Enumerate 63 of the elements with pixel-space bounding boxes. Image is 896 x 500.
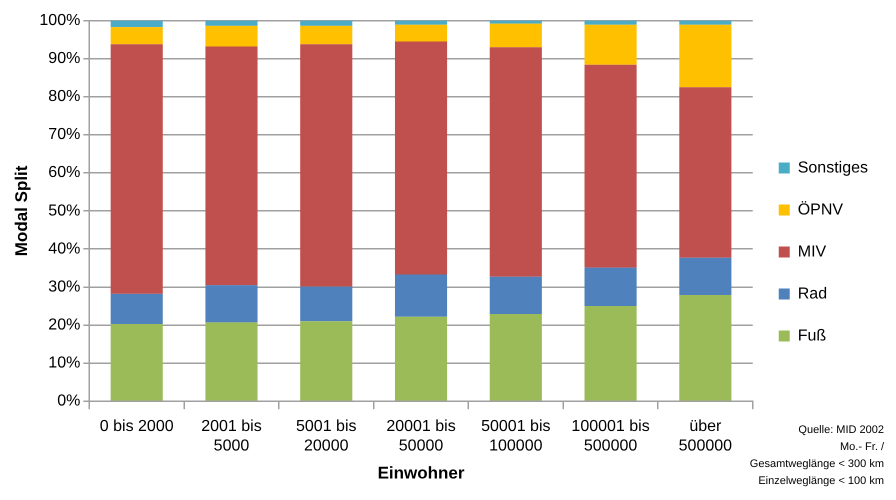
bar xyxy=(490,47,542,277)
bar xyxy=(205,20,258,26)
bar xyxy=(394,42,448,274)
legend-label: Rad xyxy=(798,285,828,302)
x-tick-label: 50001 bis 100000 xyxy=(481,418,550,454)
bar xyxy=(584,20,637,25)
x-tick-label: 0 bis 2000 xyxy=(100,418,174,436)
y-tick-label: 80% xyxy=(48,88,80,106)
x-tick-label: 20001 bis 50000 xyxy=(386,418,456,454)
bar xyxy=(584,24,637,65)
y-tick-label: 20% xyxy=(48,316,80,334)
y-tick-label: 90% xyxy=(48,50,80,68)
bar xyxy=(110,324,163,400)
source-note: Quelle: MID 2002 xyxy=(797,423,884,438)
bar xyxy=(300,26,352,44)
bar xyxy=(300,321,352,400)
text: Mo.- Fr. / xyxy=(839,440,884,455)
x-tick-label: 5001 bis 20000 xyxy=(296,418,357,454)
y-tick-label: 30% xyxy=(48,278,80,296)
bar xyxy=(490,24,542,48)
legend-label: ÖPNV xyxy=(798,200,844,218)
bar xyxy=(300,20,352,26)
text: Gesamtweglänge < 300 km xyxy=(750,457,884,472)
bar xyxy=(205,322,258,400)
bar xyxy=(110,294,163,324)
bar xyxy=(394,274,448,317)
bar xyxy=(394,316,448,400)
bar xyxy=(584,306,637,400)
bar xyxy=(300,286,352,322)
legend-label: Sonstiges xyxy=(798,159,868,176)
x-tick-label: 100001 bis 500000 xyxy=(571,418,650,454)
y-tick-label: 100% xyxy=(39,12,80,30)
y-tick-label: 0% xyxy=(57,392,80,410)
bar xyxy=(679,87,732,258)
legend-label: MIV xyxy=(798,243,827,260)
bar xyxy=(490,276,542,314)
bar xyxy=(110,27,163,44)
text: Einzelweglänge < 100 km xyxy=(757,474,884,489)
y-tick-label: 10% xyxy=(48,354,80,372)
y-tick-label: 40% xyxy=(48,240,80,258)
x-axis-title: Einwohner xyxy=(378,463,465,482)
bar xyxy=(205,285,258,322)
x-tick-label: 2001 bis 5000 xyxy=(201,418,262,454)
y-tick-label: 70% xyxy=(48,126,80,144)
bar xyxy=(300,44,352,287)
bar xyxy=(679,20,732,25)
bar xyxy=(110,20,163,28)
bar xyxy=(110,44,163,294)
legend-label: Fuß xyxy=(798,327,826,344)
bar xyxy=(394,20,448,25)
bar xyxy=(490,314,542,400)
bar xyxy=(394,24,448,42)
y-tick-label: 50% xyxy=(48,202,80,220)
y-axis-title: Modal Split xyxy=(12,165,31,256)
bar xyxy=(679,258,732,296)
bar xyxy=(205,46,258,286)
bar xyxy=(584,268,637,306)
bar xyxy=(679,295,732,400)
bar xyxy=(205,26,258,46)
bar xyxy=(679,24,732,88)
x-tick-label: über 500000 xyxy=(678,418,732,454)
bar xyxy=(584,64,637,268)
y-tick-label: 60% xyxy=(48,164,80,182)
